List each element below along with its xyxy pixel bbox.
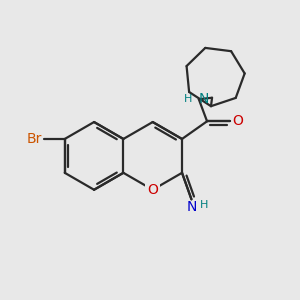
Text: O: O [232,114,243,128]
Text: H: H [200,200,208,211]
Text: Br: Br [26,132,42,146]
Text: N: N [199,92,209,106]
Text: H: H [184,94,192,103]
Text: O: O [147,183,158,197]
Text: N: N [186,200,197,214]
